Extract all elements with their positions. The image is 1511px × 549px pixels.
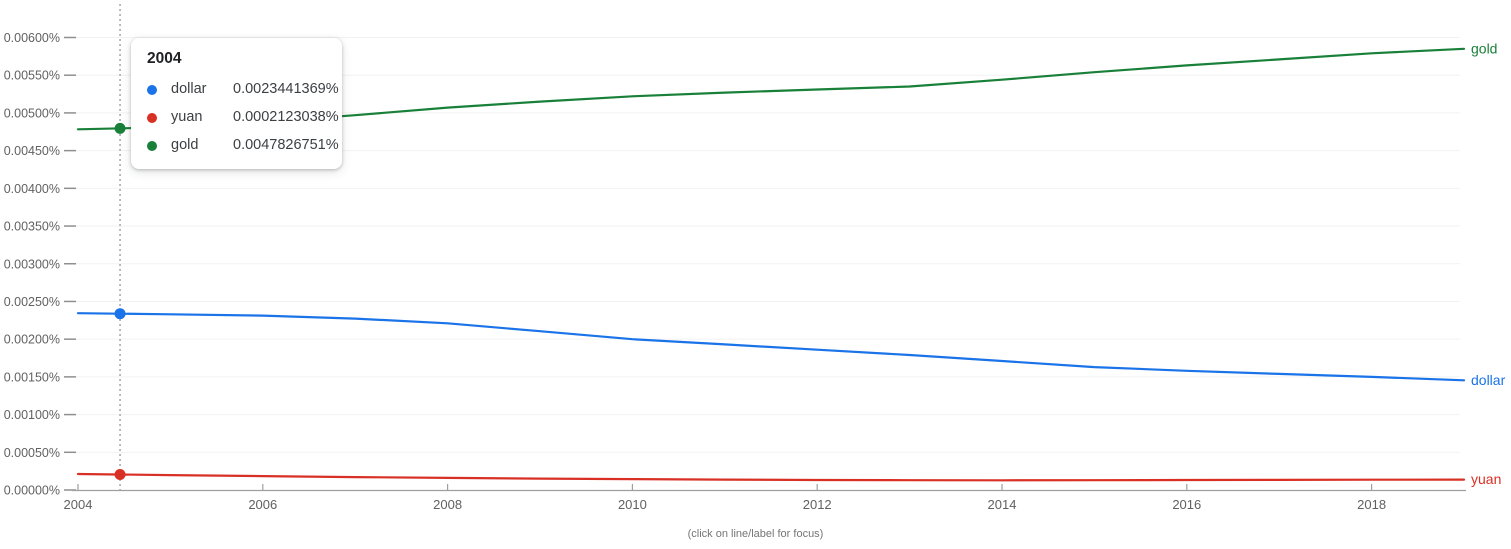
line-end-label-yuan[interactable]: yuan bbox=[1471, 471, 1501, 487]
x-axis-tick-label: 2004 bbox=[64, 497, 93, 512]
line-dollar[interactable] bbox=[76, 312, 1466, 382]
tooltip-year-title: 2004 bbox=[147, 50, 182, 67]
tooltip-row-yuan: yuan 0.0002123038% bbox=[147, 108, 339, 127]
y-axis-tick-label: 0.00000% bbox=[4, 484, 60, 498]
gold-series-dot-icon bbox=[147, 140, 157, 151]
yuan-series-dot-icon bbox=[147, 112, 157, 123]
y-axis-tick-label: 0.00300% bbox=[4, 257, 60, 271]
y-axis-tick-label: 0.00400% bbox=[4, 182, 60, 196]
x-axis-tick-label: 2016 bbox=[1172, 497, 1201, 512]
y-axis-tick-label: 0.00350% bbox=[4, 220, 60, 234]
tooltip-series-label: yuan bbox=[171, 109, 203, 125]
x-axis-tick-label: 2014 bbox=[988, 497, 1017, 512]
x-axis-tick-label: 2006 bbox=[248, 497, 277, 512]
tooltip-series-label: gold bbox=[171, 137, 199, 153]
y-axis-tick-label: 0.00250% bbox=[4, 295, 60, 309]
tooltip-row-dollar: dollar 0.0023441369% bbox=[147, 80, 339, 99]
tooltip-series-label: dollar bbox=[171, 81, 207, 97]
y-axis-tick-label: 0.00450% bbox=[4, 144, 60, 158]
y-axis-tick-label: 0.00550% bbox=[4, 69, 60, 83]
x-axis-tick-label: 2012 bbox=[803, 497, 832, 512]
x-axis-tick-label: 2018 bbox=[1357, 497, 1386, 512]
x-axis-tick-label: 2010 bbox=[618, 497, 647, 512]
y-axis-tick-label: 0.00500% bbox=[4, 106, 60, 120]
x-axis-tick-label: 2008 bbox=[433, 497, 462, 512]
tooltip-row-gold: gold 0.0047826751% bbox=[147, 136, 339, 155]
line-yuan[interactable] bbox=[76, 472, 1466, 482]
line-end-label-gold[interactable]: gold bbox=[1471, 40, 1497, 56]
chart-hint-caption: (click on line/label for focus) bbox=[687, 528, 824, 540]
tooltip-series-value: 0.0047826751% bbox=[233, 137, 339, 153]
y-axis-tick-label: 0.00200% bbox=[4, 333, 60, 347]
y-axis-tick-label: 0.00100% bbox=[4, 408, 60, 422]
hover-dot-dollar bbox=[114, 308, 126, 320]
line-end-label-dollar[interactable]: dollar bbox=[1471, 372, 1506, 388]
y-axis-tick-label: 0.00050% bbox=[4, 446, 60, 460]
dollar-series-dot-icon bbox=[147, 84, 157, 95]
tooltip-series-value: 0.0023441369% bbox=[233, 81, 339, 97]
tooltip-series-value: 0.0002123038% bbox=[233, 109, 339, 125]
hover-dot-gold bbox=[114, 122, 126, 134]
y-axis-tick-label: 0.00600% bbox=[4, 31, 60, 45]
hover-dot-yuan bbox=[114, 469, 126, 480]
y-axis-tick-label: 0.00150% bbox=[4, 370, 60, 384]
hover-tooltip: 2004 dollar 0.0023441369% yuan 0.0002123… bbox=[131, 38, 342, 169]
